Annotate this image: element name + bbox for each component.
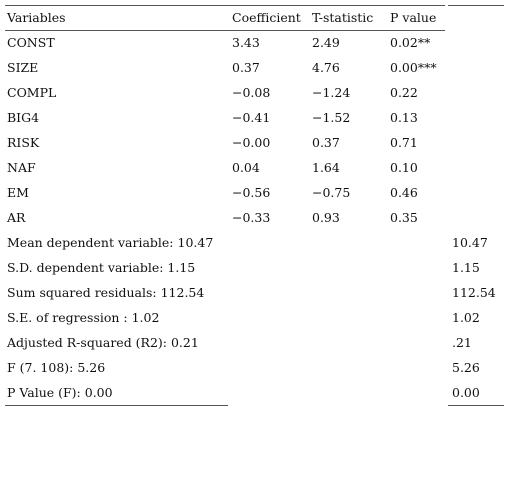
row-p-value: 0.22 xyxy=(390,85,418,100)
row-p-value: 0.13 xyxy=(390,110,418,125)
row-t-statistic: 1.64 xyxy=(312,160,340,175)
header-p-value: P value xyxy=(390,10,437,25)
stat-value: 1.15 xyxy=(452,260,480,275)
stat-label: S.D. dependent variable: 1.15 xyxy=(7,260,196,275)
stat-value: 112.54 xyxy=(452,285,496,300)
regression-table: Variables Coefficient T-statistic P valu… xyxy=(5,5,504,406)
header-coefficient: Coefficient xyxy=(232,10,301,25)
row-t-statistic: 2.49 xyxy=(312,35,340,50)
table-top-border-last-col xyxy=(448,5,504,6)
row-t-statistic: 4.76 xyxy=(312,60,340,75)
stat-label: F (7. 108): 5.26 xyxy=(7,360,106,375)
row-variable: SIZE xyxy=(7,60,39,75)
table-bottom-border-last-col xyxy=(448,405,504,406)
table-bottom-border xyxy=(5,405,228,406)
row-t-statistic: −1.24 xyxy=(312,85,351,100)
row-variable: RISK xyxy=(7,135,40,150)
stat-value: .21 xyxy=(452,335,472,350)
table-top-border xyxy=(5,5,445,6)
row-t-statistic: 0.93 xyxy=(312,210,340,225)
row-t-statistic: −1.52 xyxy=(312,110,351,125)
row-variable: COMPL xyxy=(7,85,57,100)
row-coefficient: −0.08 xyxy=(232,85,271,100)
row-p-value: 0.02** xyxy=(390,35,431,50)
row-variable: NAF xyxy=(7,160,36,175)
stat-value: 5.26 xyxy=(452,360,480,375)
row-p-value: 0.10 xyxy=(390,160,418,175)
header-t-statistic: T-statistic xyxy=(312,10,374,25)
row-t-statistic: −0.75 xyxy=(312,185,351,200)
stat-label: Adjusted R-squared (R2): 0.21 xyxy=(7,335,199,350)
row-coefficient: 0.37 xyxy=(232,60,260,75)
row-variable: CONST xyxy=(7,35,55,50)
header-bottom-border xyxy=(5,30,445,31)
stat-label: Sum squared residuals: 112.54 xyxy=(7,285,205,300)
stat-value: 10.47 xyxy=(452,235,488,250)
row-variable: EM xyxy=(7,185,29,200)
row-t-statistic: 0.37 xyxy=(312,135,340,150)
row-p-value: 0.35 xyxy=(390,210,418,225)
stat-value: 0.00 xyxy=(452,385,480,400)
row-coefficient: 3.43 xyxy=(232,35,260,50)
header-variables: Variables xyxy=(7,10,66,25)
row-variable: AR xyxy=(7,210,26,225)
stat-label: P Value (F): 0.00 xyxy=(7,385,113,400)
row-p-value: 0.00*** xyxy=(390,60,437,75)
row-coefficient: 0.04 xyxy=(232,160,260,175)
row-p-value: 0.71 xyxy=(390,135,418,150)
row-coefficient: −0.56 xyxy=(232,185,271,200)
row-variable: BIG4 xyxy=(7,110,40,125)
stat-value: 1.02 xyxy=(452,310,480,325)
stat-label: S.E. of regression : 1.02 xyxy=(7,310,160,325)
row-coefficient: −0.00 xyxy=(232,135,271,150)
row-p-value: 0.46 xyxy=(390,185,418,200)
row-coefficient: −0.41 xyxy=(232,110,271,125)
stat-label: Mean dependent variable: 10.47 xyxy=(7,235,214,250)
row-coefficient: −0.33 xyxy=(232,210,271,225)
